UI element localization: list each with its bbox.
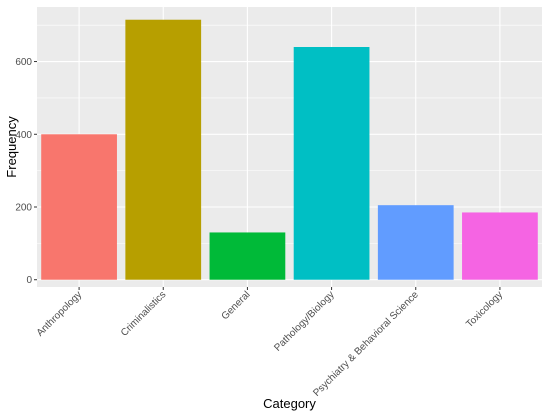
- x-tick-label: Anthropology: [35, 289, 84, 338]
- y-axis-ticks: 0 200 400 600: [15, 57, 37, 286]
- x-axis-title: Category: [263, 396, 316, 411]
- grid-minor: [37, 24, 542, 244]
- bars: [41, 19, 538, 280]
- y-tick-label: 400: [15, 130, 32, 141]
- y-tick-label: 600: [15, 57, 32, 68]
- bar: [377, 205, 454, 280]
- x-tick-label: Toxicology: [464, 289, 505, 330]
- x-axis-ticks: Anthropology Criminalistics General Patholo…: [35, 287, 505, 399]
- y-tick-label: 200: [15, 203, 32, 214]
- bar: [293, 47, 370, 280]
- y-axis-title: Frequency: [4, 116, 19, 178]
- x-tick-label: Pathology/Biology: [272, 289, 336, 353]
- bar: [125, 19, 202, 280]
- x-tick-label: Criminalistics: [119, 289, 168, 338]
- x-tick-label: General: [220, 289, 253, 322]
- y-tick-label: 0: [26, 275, 32, 286]
- plot-panel: [37, 7, 542, 287]
- bar: [209, 232, 286, 280]
- bar: [41, 134, 117, 280]
- bar: [462, 212, 538, 280]
